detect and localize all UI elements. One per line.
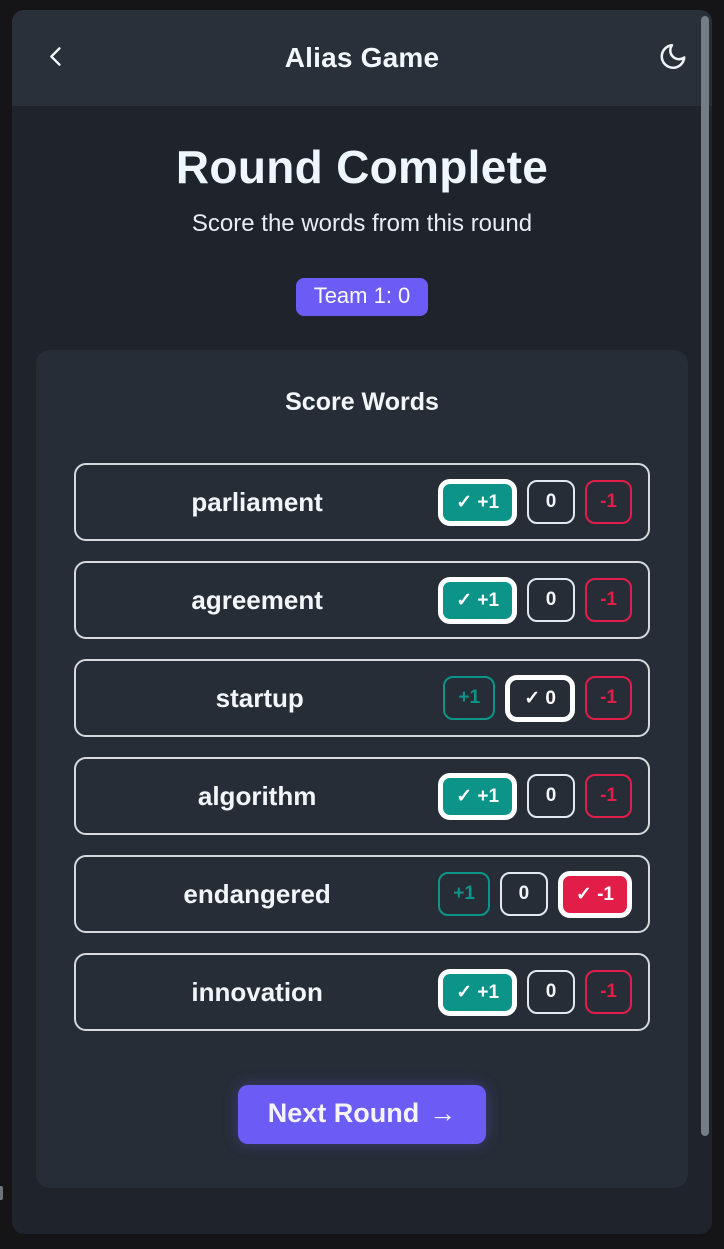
score-words-title: Score Words: [285, 388, 439, 416]
check-icon: ✓: [456, 981, 478, 1003]
word-row: innovation ✓ +1 0 -1: [74, 953, 650, 1031]
score-plus-button[interactable]: ✓ +1: [438, 576, 518, 624]
scrollbar-track[interactable]: [701, 10, 709, 1234]
theme-toggle-button[interactable]: [658, 42, 688, 75]
score-minus-button[interactable]: -1: [585, 578, 632, 622]
check-icon: ✓: [524, 687, 546, 709]
score-button-group: ✓ +1 0 -1: [438, 478, 632, 526]
score-zero-button[interactable]: 0: [527, 578, 576, 622]
page-title: Alias Game: [284, 42, 440, 73]
team-score-badge: Team 1: 0: [295, 278, 429, 316]
round-complete-heading: Round Complete: [175, 141, 549, 193]
score-minus-button[interactable]: -1: [585, 970, 632, 1014]
main-content: Round Complete Score the words from this…: [12, 106, 712, 1188]
next-round-label: Next Round: [267, 1098, 420, 1128]
word-label: endangered: [183, 878, 331, 909]
score-button-group: ✓ +1 0 -1: [438, 576, 632, 624]
score-minus-button[interactable]: -1: [585, 480, 632, 524]
score-button-group: ✓ +1 0 -1: [438, 968, 632, 1016]
scrollbar-thumb[interactable]: [701, 16, 709, 1136]
word-row: parliament ✓ +1 0 -1: [74, 463, 650, 541]
word-row: algorithm ✓ +1 0 -1: [74, 757, 650, 835]
next-round-button[interactable]: Next Round →: [237, 1085, 487, 1144]
score-zero-button[interactable]: 0: [527, 480, 576, 524]
moon-icon: [658, 42, 688, 75]
app-header: Alias Game: [12, 10, 712, 106]
word-label: agreement: [191, 584, 323, 615]
score-plus-button[interactable]: ✓ +1: [438, 772, 518, 820]
back-button[interactable]: [42, 43, 70, 74]
score-button-group: +1 0 ✓ -1: [438, 870, 632, 918]
score-zero-button[interactable]: 0: [527, 970, 576, 1014]
word-row: agreement ✓ +1 0 -1: [74, 561, 650, 639]
score-button-group: +1 ✓ 0 -1: [443, 674, 632, 722]
score-minus-button[interactable]: -1: [585, 774, 632, 818]
check-icon: ✓: [456, 589, 478, 611]
next-round-row: Next Round →: [74, 1085, 650, 1144]
score-zero-button[interactable]: 0: [527, 774, 576, 818]
round-subtitle: Score the words from this round: [191, 210, 533, 237]
word-label: parliament: [191, 486, 323, 517]
word-label: algorithm: [197, 780, 317, 811]
score-plus-button[interactable]: +1: [438, 872, 490, 916]
score-plus-button[interactable]: +1: [443, 676, 496, 720]
chevron-left-icon: [42, 43, 70, 74]
score-button-group: ✓ +1 0 -1: [438, 772, 632, 820]
score-minus-button[interactable]: -1: [585, 676, 632, 720]
check-icon: ✓: [575, 883, 598, 905]
word-row: startup +1 ✓ 0 -1: [74, 659, 650, 737]
score-words-card: Score Words parliament ✓ +1 0 -1 agreeme…: [36, 350, 688, 1188]
score-zero-button[interactable]: ✓ 0: [505, 674, 576, 722]
arrow-right-icon: →: [429, 1098, 457, 1128]
window-resize-notch: [0, 1186, 3, 1200]
word-label: startup: [215, 682, 304, 713]
app-window: Alias Game Round Complete Score the word…: [12, 10, 712, 1234]
word-label: innovation: [191, 976, 323, 1007]
word-list: parliament ✓ +1 0 -1 agreement ✓ +1 0 -1…: [74, 463, 650, 1031]
check-icon: ✓: [456, 785, 478, 807]
score-minus-button[interactable]: ✓ -1: [557, 870, 632, 918]
score-plus-button[interactable]: ✓ +1: [438, 968, 518, 1016]
score-zero-button[interactable]: 0: [499, 872, 548, 916]
word-row: endangered +1 0 ✓ -1: [74, 855, 650, 933]
score-plus-button[interactable]: ✓ +1: [438, 478, 518, 526]
check-icon: ✓: [456, 491, 478, 513]
